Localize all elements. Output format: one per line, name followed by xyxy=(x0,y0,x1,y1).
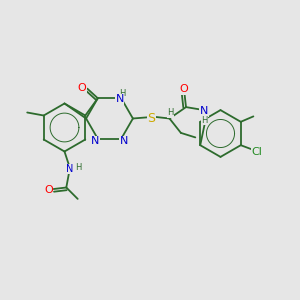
Text: O: O xyxy=(179,84,188,94)
Text: N: N xyxy=(116,94,124,104)
Text: Cl: Cl xyxy=(251,147,262,157)
Text: N: N xyxy=(91,136,100,146)
Text: H: H xyxy=(167,108,174,117)
Text: H: H xyxy=(201,116,208,124)
Text: S: S xyxy=(148,112,155,125)
Text: O: O xyxy=(44,185,53,195)
Text: H: H xyxy=(75,163,82,172)
Text: H: H xyxy=(119,89,126,98)
Text: N: N xyxy=(119,136,128,146)
Text: N: N xyxy=(66,164,74,174)
Text: O: O xyxy=(77,83,86,93)
Text: N: N xyxy=(200,106,208,116)
